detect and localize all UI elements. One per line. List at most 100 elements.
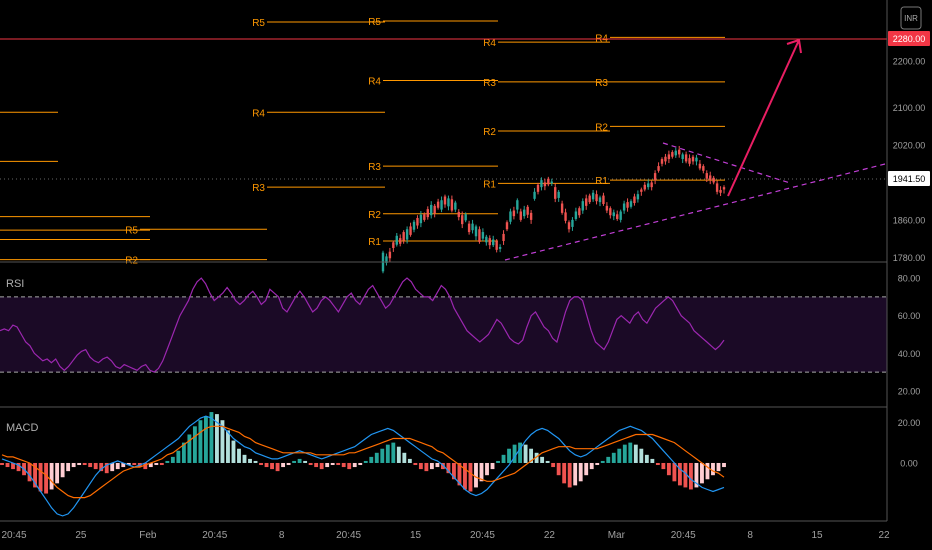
candle-body: [464, 214, 467, 221]
macd-histogram-bar: [595, 462, 600, 466]
pivot-label: R1: [483, 179, 496, 190]
candle-body: [554, 187, 557, 199]
candle-body: [571, 219, 574, 227]
macd-histogram-bar: [325, 462, 330, 468]
price-scale-background: [887, 0, 932, 550]
candle-body: [557, 191, 560, 198]
macd-histogram-bar: [38, 462, 43, 492]
macd-histogram-bar: [600, 460, 605, 463]
candles-group: [381, 145, 726, 274]
macd-histogram-bar: [165, 460, 170, 463]
candle-body: [443, 196, 447, 205]
candle-body: [705, 173, 708, 179]
pivot-label: R2: [125, 256, 138, 267]
candle-body: [467, 223, 471, 233]
macd-histogram-bar: [82, 462, 87, 466]
macd-histogram-bar: [396, 446, 401, 463]
time-tick-label: 25: [75, 530, 87, 541]
candle-body: [423, 214, 426, 220]
macd-histogram-bar: [485, 462, 489, 476]
macd-histogram-bar: [297, 458, 302, 463]
candle-body: [447, 198, 450, 207]
candle-body: [715, 183, 719, 192]
candle-body: [629, 201, 633, 207]
macd-histogram-bar: [391, 442, 396, 463]
macd-histogram-bar: [0, 462, 4, 466]
macd-histogram-bar: [452, 462, 456, 480]
candle-body: [636, 194, 640, 200]
macd-histogram-bar: [110, 462, 115, 472]
candle-body: [574, 211, 578, 219]
candle-body: [457, 211, 460, 218]
candle-body: [619, 211, 622, 220]
macd-histogram-bar: [529, 448, 534, 463]
macd-histogram-bar: [589, 462, 594, 470]
projection-arrow[interactable]: [727, 38, 802, 197]
candle-body: [688, 158, 691, 164]
macd-histogram-bar: [700, 462, 704, 484]
candle-body: [633, 196, 636, 204]
candle-body: [650, 182, 653, 188]
macd-histogram-bar: [11, 462, 15, 470]
candle-body: [419, 214, 423, 224]
pivot-label: R5: [125, 225, 138, 236]
pivot-label: R5: [252, 18, 265, 29]
macd-histogram-bar: [286, 462, 291, 466]
currency-label: INR: [904, 14, 918, 23]
price-scale[interactable]: 2200.002100.002020.001940.001860.001780.…: [886, 0, 932, 550]
candle-body: [678, 149, 681, 155]
candle-body: [436, 201, 440, 208]
candle-body: [605, 205, 609, 211]
candle-body: [509, 211, 512, 222]
pivot-label: R5: [368, 17, 381, 28]
target-price-badge: 2280.00: [888, 31, 930, 46]
time-tick-label: 20:45: [470, 530, 495, 541]
macd-label: MACD: [6, 422, 38, 434]
candle-body: [450, 199, 454, 211]
time-axis[interactable]: 20:45 25 Feb 20:45 8 20:45 15 20:45 22 Mar 20:45 8 1…: [1, 530, 890, 541]
rsi-tick-label: 60.00: [898, 311, 921, 321]
candle-body: [712, 177, 715, 183]
macd-histogram-bar: [551, 462, 556, 468]
pivot-label: R4: [368, 76, 381, 87]
macd-histogram-bar: [259, 462, 263, 466]
macd-histogram-bar: [418, 462, 423, 470]
macd-histogram-bar: [380, 448, 385, 463]
macd-panel[interactable]: MACD: [0, 412, 726, 517]
upper-trendline[interactable]: [662, 142, 791, 184]
currency-badge[interactable]: INR: [900, 6, 922, 30]
macd-histogram-bar: [231, 440, 236, 463]
macd-histogram-bar: [711, 462, 715, 476]
macd-histogram-bar: [292, 460, 297, 463]
macd-histogram-bar: [512, 444, 517, 463]
macd-histogram-bar: [534, 452, 539, 463]
macd-histogram-bar: [49, 462, 54, 490]
macd-histogram-bar: [159, 462, 164, 466]
candle-body: [523, 209, 526, 217]
macd-histogram-bar: [633, 444, 638, 463]
lower-trendline[interactable]: [504, 163, 886, 261]
rsi-panel[interactable]: RSI: [0, 277, 887, 373]
macd-histogram-bar: [639, 448, 644, 463]
macd-histogram-bar: [66, 462, 71, 472]
macd-histogram-bar: [99, 462, 104, 472]
price-tick-label: 1860.00: [893, 215, 926, 225]
candle-body: [481, 232, 485, 239]
candle-body: [512, 210, 516, 217]
candle-body: [626, 202, 629, 208]
candle-body: [591, 192, 595, 200]
macd-histogram-bar: [722, 462, 726, 468]
macd-histogram-bar: [573, 462, 578, 486]
candle-body: [719, 189, 722, 193]
macd-histogram-bar: [661, 462, 666, 470]
candle-body: [478, 229, 481, 242]
macd-histogram-bar: [655, 462, 660, 466]
macd-histogram-bar: [115, 462, 120, 470]
candle-body: [616, 214, 619, 219]
candle-body: [681, 154, 684, 160]
rsi-tick-label: 20.00: [898, 386, 921, 396]
macd-histogram-bar: [584, 462, 589, 476]
candle-body: [461, 215, 464, 225]
